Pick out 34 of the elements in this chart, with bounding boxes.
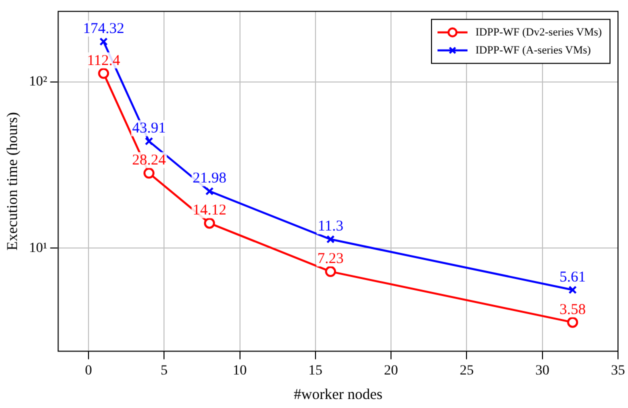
legend-label: IDPP-WF (Dv2-series VMs) bbox=[476, 26, 602, 38]
x-tick-label: 25 bbox=[460, 363, 474, 378]
data-label: 112.4 bbox=[86, 52, 121, 69]
x-tick-label: 10 bbox=[232, 363, 247, 378]
point bbox=[99, 37, 108, 46]
x-tick-label: 35 bbox=[611, 363, 625, 378]
data-label: 174.32 bbox=[82, 21, 124, 38]
point bbox=[325, 266, 336, 278]
point bbox=[568, 286, 577, 294]
x-tick-label: 5 bbox=[160, 363, 168, 378]
data-label: 21.98 bbox=[192, 170, 226, 187]
point bbox=[326, 235, 335, 244]
point bbox=[567, 316, 578, 328]
x-axis-title: #worker nodes bbox=[294, 386, 383, 403]
data-label: 14.12 bbox=[192, 202, 226, 219]
data-label: 7.23 bbox=[317, 250, 344, 267]
legend-label: IDPP-WF (A-series VMs) bbox=[476, 44, 592, 56]
data-label: 43.91 bbox=[132, 120, 166, 137]
y-tick-label: 10¹ bbox=[28, 240, 48, 256]
x-tick-label: 0 bbox=[84, 363, 92, 378]
x-tick-label: 20 bbox=[384, 363, 398, 378]
x-tick-label: 15 bbox=[308, 363, 322, 378]
y-axis-title: Execution time (hours) bbox=[4, 112, 21, 250]
data-label: 3.58 bbox=[559, 302, 586, 318]
data-label: 5.61 bbox=[559, 269, 586, 286]
data-label: 11.3 bbox=[318, 218, 344, 235]
x-tick-label: 30 bbox=[535, 363, 550, 378]
point bbox=[98, 68, 110, 79]
point bbox=[143, 168, 154, 179]
point bbox=[205, 187, 214, 196]
point bbox=[204, 218, 215, 229]
y-tick-label: 10² bbox=[28, 74, 48, 90]
data-label: 28.24 bbox=[132, 152, 166, 169]
point bbox=[144, 137, 154, 146]
